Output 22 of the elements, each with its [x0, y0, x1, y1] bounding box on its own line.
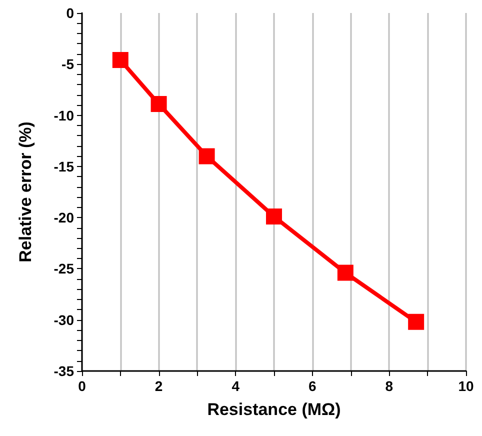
- point: [408, 314, 424, 330]
- x-tick-label: 2: [154, 378, 163, 394]
- x-axis-title: Resistance (MΩ): [207, 400, 341, 419]
- x-tick-label: 0: [78, 378, 86, 394]
- x-tick-label: 4: [232, 378, 240, 394]
- y-tick-label: -10: [54, 107, 74, 124]
- point: [150, 96, 167, 112]
- y-tick-label: 0: [66, 5, 74, 21]
- point: [198, 148, 215, 164]
- y-tick-label: -25: [54, 260, 74, 277]
- x-tick-label: 6: [308, 378, 316, 394]
- y-tick-label: -35: [54, 363, 74, 379]
- point: [337, 264, 354, 281]
- y-tick-label: -20: [54, 210, 74, 226]
- point: [112, 52, 128, 68]
- y-tick-label: -30: [54, 312, 74, 328]
- x-tick-label: 8: [385, 378, 394, 394]
- y-tick-label: -5: [62, 56, 74, 72]
- y-axis-title: Relative error (%): [16, 122, 35, 262]
- point: [266, 208, 282, 225]
- y-tick-label: -15: [54, 158, 74, 174]
- x-tick-label: 10: [458, 378, 474, 394]
